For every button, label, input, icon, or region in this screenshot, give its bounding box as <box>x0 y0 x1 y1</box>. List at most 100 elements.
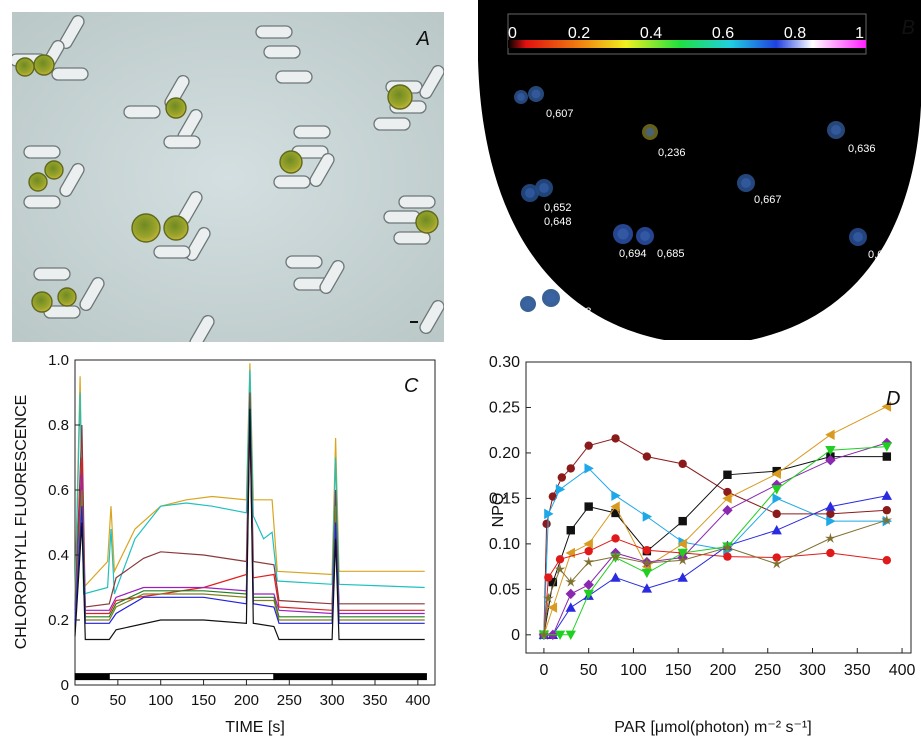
y-axis-label: NPQ <box>490 493 507 528</box>
data-point <box>723 552 732 561</box>
data-point <box>826 509 835 519</box>
data-point <box>566 464 575 473</box>
cell-value: 0,648 <box>544 216 572 228</box>
trace-line <box>74 369 425 604</box>
data-point <box>544 573 553 582</box>
data-point <box>772 553 781 562</box>
colorbar-tick: 0 <box>508 25 517 42</box>
data-point <box>565 588 576 600</box>
data-point <box>548 492 558 501</box>
data-point <box>678 459 687 469</box>
microscopy-image <box>12 12 444 342</box>
data-point <box>641 557 653 568</box>
plot-frame <box>525 361 912 654</box>
data-point <box>611 534 620 543</box>
data-point <box>583 556 595 567</box>
cell-value: 0,607 <box>546 108 574 120</box>
cell-value: 0,236 <box>658 147 686 159</box>
diatom-rods <box>12 14 444 342</box>
npq-series <box>538 401 893 641</box>
data-point <box>611 490 621 501</box>
trace-line <box>74 408 425 641</box>
data-point <box>881 490 893 500</box>
data-point <box>642 546 652 555</box>
data-point <box>677 548 688 559</box>
data-point <box>610 501 620 512</box>
x-tick-label: 100 <box>620 662 647 679</box>
series-line <box>543 467 887 635</box>
data-point <box>584 502 593 511</box>
cell-value: 0,694 <box>619 248 647 260</box>
data-point <box>583 589 594 600</box>
data-point <box>825 501 836 511</box>
x-axis-label: PAR [μmol(photon) m⁻² s⁻¹] <box>614 719 811 736</box>
data-point <box>825 429 835 440</box>
x-tick-label: 250 <box>277 692 302 709</box>
panel-label-d: D <box>886 388 900 410</box>
x-tick-label: 350 <box>362 692 387 709</box>
y-axis-label: CHLOROPHYLL FLUORESCENCE <box>13 395 30 650</box>
y-tick-label: 0.4 <box>48 547 69 564</box>
cell-value: 0,685 <box>657 248 685 260</box>
fluorescence-kinetics-chart: 0 50 100 150 200 250 300 350 400 0 0.2 0.4 0.6 0.8 1.… <box>13 352 436 736</box>
cell-value: 0,636 <box>848 143 876 155</box>
colorbar-tick: 0.8 <box>784 25 806 42</box>
fluorescence-image-panel: 0 0.2 0.4 0.6 0.8 1 0,607 0,236 0,636 0,… <box>478 0 921 340</box>
data-point <box>555 555 565 564</box>
cell-value: 0,593 <box>564 306 592 318</box>
x-tick-label: 0 <box>539 662 548 679</box>
data-point <box>771 468 781 480</box>
microscopy-image-panel: A <box>12 12 444 342</box>
data-point <box>642 452 652 461</box>
data-point <box>547 602 558 613</box>
data-point <box>722 505 733 516</box>
x-tick-label: 200 <box>710 662 737 679</box>
fluorescence-image: 0 0.2 0.4 0.6 0.8 1 0,607 0,236 0,636 0,… <box>478 0 921 340</box>
y-tick-label: 0.20 <box>489 445 520 462</box>
data-point <box>882 452 892 461</box>
cell-value: 0,667 <box>754 194 782 206</box>
x-tick-label: 250 <box>754 662 781 679</box>
x-tick-label: 50 <box>110 692 127 709</box>
panel-label-c: C <box>404 375 419 397</box>
data-point <box>557 473 567 482</box>
light-bar-dark <box>74 673 110 681</box>
y-tick-label: 0 <box>511 627 520 644</box>
algal-cells <box>15 54 439 313</box>
x-tick-label: 0 <box>71 692 79 709</box>
x-tick-label: 150 <box>665 662 692 679</box>
cell-value: 0,674 <box>868 249 896 261</box>
y-tick-label: 0.2 <box>48 612 69 629</box>
data-point <box>825 532 836 543</box>
series-line <box>543 495 887 636</box>
data-point <box>882 506 892 515</box>
data-point <box>583 538 593 550</box>
data-point <box>566 526 575 535</box>
panel-label-b: B <box>901 17 915 39</box>
light-regime-bar <box>74 673 427 681</box>
data-point <box>642 511 653 522</box>
y-tick-label: 0.15 <box>489 490 520 507</box>
series-line <box>543 537 887 635</box>
x-tick-label: 50 <box>580 662 598 679</box>
x-tick-label: 100 <box>148 692 173 709</box>
data-point <box>826 548 835 558</box>
data-point <box>677 538 687 550</box>
data-point <box>641 568 653 579</box>
data-point <box>881 514 893 525</box>
data-point <box>825 446 836 456</box>
data-point <box>565 602 576 612</box>
x-axis-label-text: PAR [μmol(photon) m⁻² s⁻¹] <box>614 719 811 736</box>
fluorescence-traces <box>74 363 425 641</box>
data-point <box>548 577 558 587</box>
plot-frame <box>74 359 436 686</box>
colorbar-tick: 0.6 <box>712 25 734 42</box>
data-point <box>611 434 620 443</box>
data-point <box>678 516 687 526</box>
x-tick-labels: 0 50 100 150 200 250 300 350 400 <box>539 648 915 679</box>
x-tick-label: 400 <box>889 662 916 679</box>
data-point <box>723 470 732 479</box>
data-point <box>554 563 566 574</box>
y-tick-label: 0 <box>61 677 69 694</box>
fluorescent-cells <box>514 86 867 312</box>
